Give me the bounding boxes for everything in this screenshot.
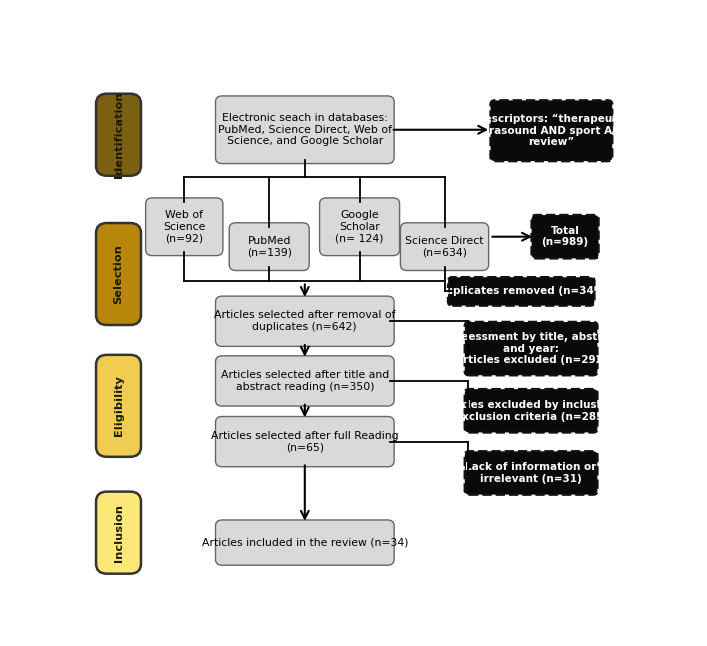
Text: Google
Scholar
(n= 124): Google Scholar (n= 124) — [335, 210, 384, 244]
Text: Electronic seach in databases:
PubMed, Science Direct, Web of
Science, and Googl: Electronic seach in databases: PubMed, S… — [218, 113, 392, 147]
Text: Articles included in the review (n=34): Articles included in the review (n=34) — [201, 537, 408, 548]
Text: Identification: Identification — [114, 92, 124, 178]
FancyBboxPatch shape — [216, 96, 394, 163]
FancyBboxPatch shape — [216, 356, 394, 406]
Text: Science Direct
(n=634): Science Direct (n=634) — [405, 236, 484, 258]
FancyBboxPatch shape — [320, 198, 399, 256]
Text: Articles selected after full Reading
(n=65): Articles selected after full Reading (n=… — [211, 431, 399, 452]
FancyBboxPatch shape — [216, 520, 394, 565]
FancyBboxPatch shape — [229, 223, 309, 271]
Text: Descriptors: “therapeutic
ultrasound AND sport AND
review”: Descriptors: “therapeutic ultrasound AND… — [473, 114, 630, 147]
FancyBboxPatch shape — [96, 355, 141, 457]
Text: Duplicates removed (n=347): Duplicates removed (n=347) — [437, 286, 606, 297]
Text: Articles selected after title and
abstract reading (n=350): Articles selected after title and abstra… — [221, 370, 389, 391]
FancyBboxPatch shape — [448, 277, 595, 306]
Text: Inclusion: Inclusion — [114, 504, 124, 561]
FancyBboxPatch shape — [464, 322, 597, 375]
FancyBboxPatch shape — [216, 417, 394, 467]
Text: Lack of information or
irrelevant (n=31): Lack of information or irrelevant (n=31) — [465, 462, 597, 484]
FancyBboxPatch shape — [146, 198, 223, 256]
Text: Articles excluded by inclusion –
exclusion criteria (n=285): Articles excluded by inclusion – exclusi… — [439, 400, 624, 422]
Text: Total
(n=989): Total (n=989) — [542, 226, 589, 247]
FancyBboxPatch shape — [532, 215, 599, 258]
FancyBboxPatch shape — [216, 296, 394, 346]
FancyBboxPatch shape — [464, 389, 597, 432]
Text: Asseessment by title, abstract
and year:
Articles excluded (n=292): Asseessment by title, abstract and year:… — [441, 332, 621, 365]
Text: Eligibility: Eligibility — [114, 375, 124, 436]
FancyBboxPatch shape — [96, 94, 141, 176]
FancyBboxPatch shape — [96, 492, 141, 574]
FancyBboxPatch shape — [491, 100, 612, 161]
Text: Selection: Selection — [114, 244, 124, 304]
FancyBboxPatch shape — [96, 223, 141, 325]
FancyBboxPatch shape — [464, 452, 597, 495]
Text: Articles selected after removal of
duplicates (n=642): Articles selected after removal of dupli… — [214, 311, 395, 332]
Text: PubMed
(n=139): PubMed (n=139) — [247, 236, 292, 258]
Text: Web of
Science
(n=92): Web of Science (n=92) — [163, 210, 206, 244]
FancyBboxPatch shape — [400, 223, 489, 271]
